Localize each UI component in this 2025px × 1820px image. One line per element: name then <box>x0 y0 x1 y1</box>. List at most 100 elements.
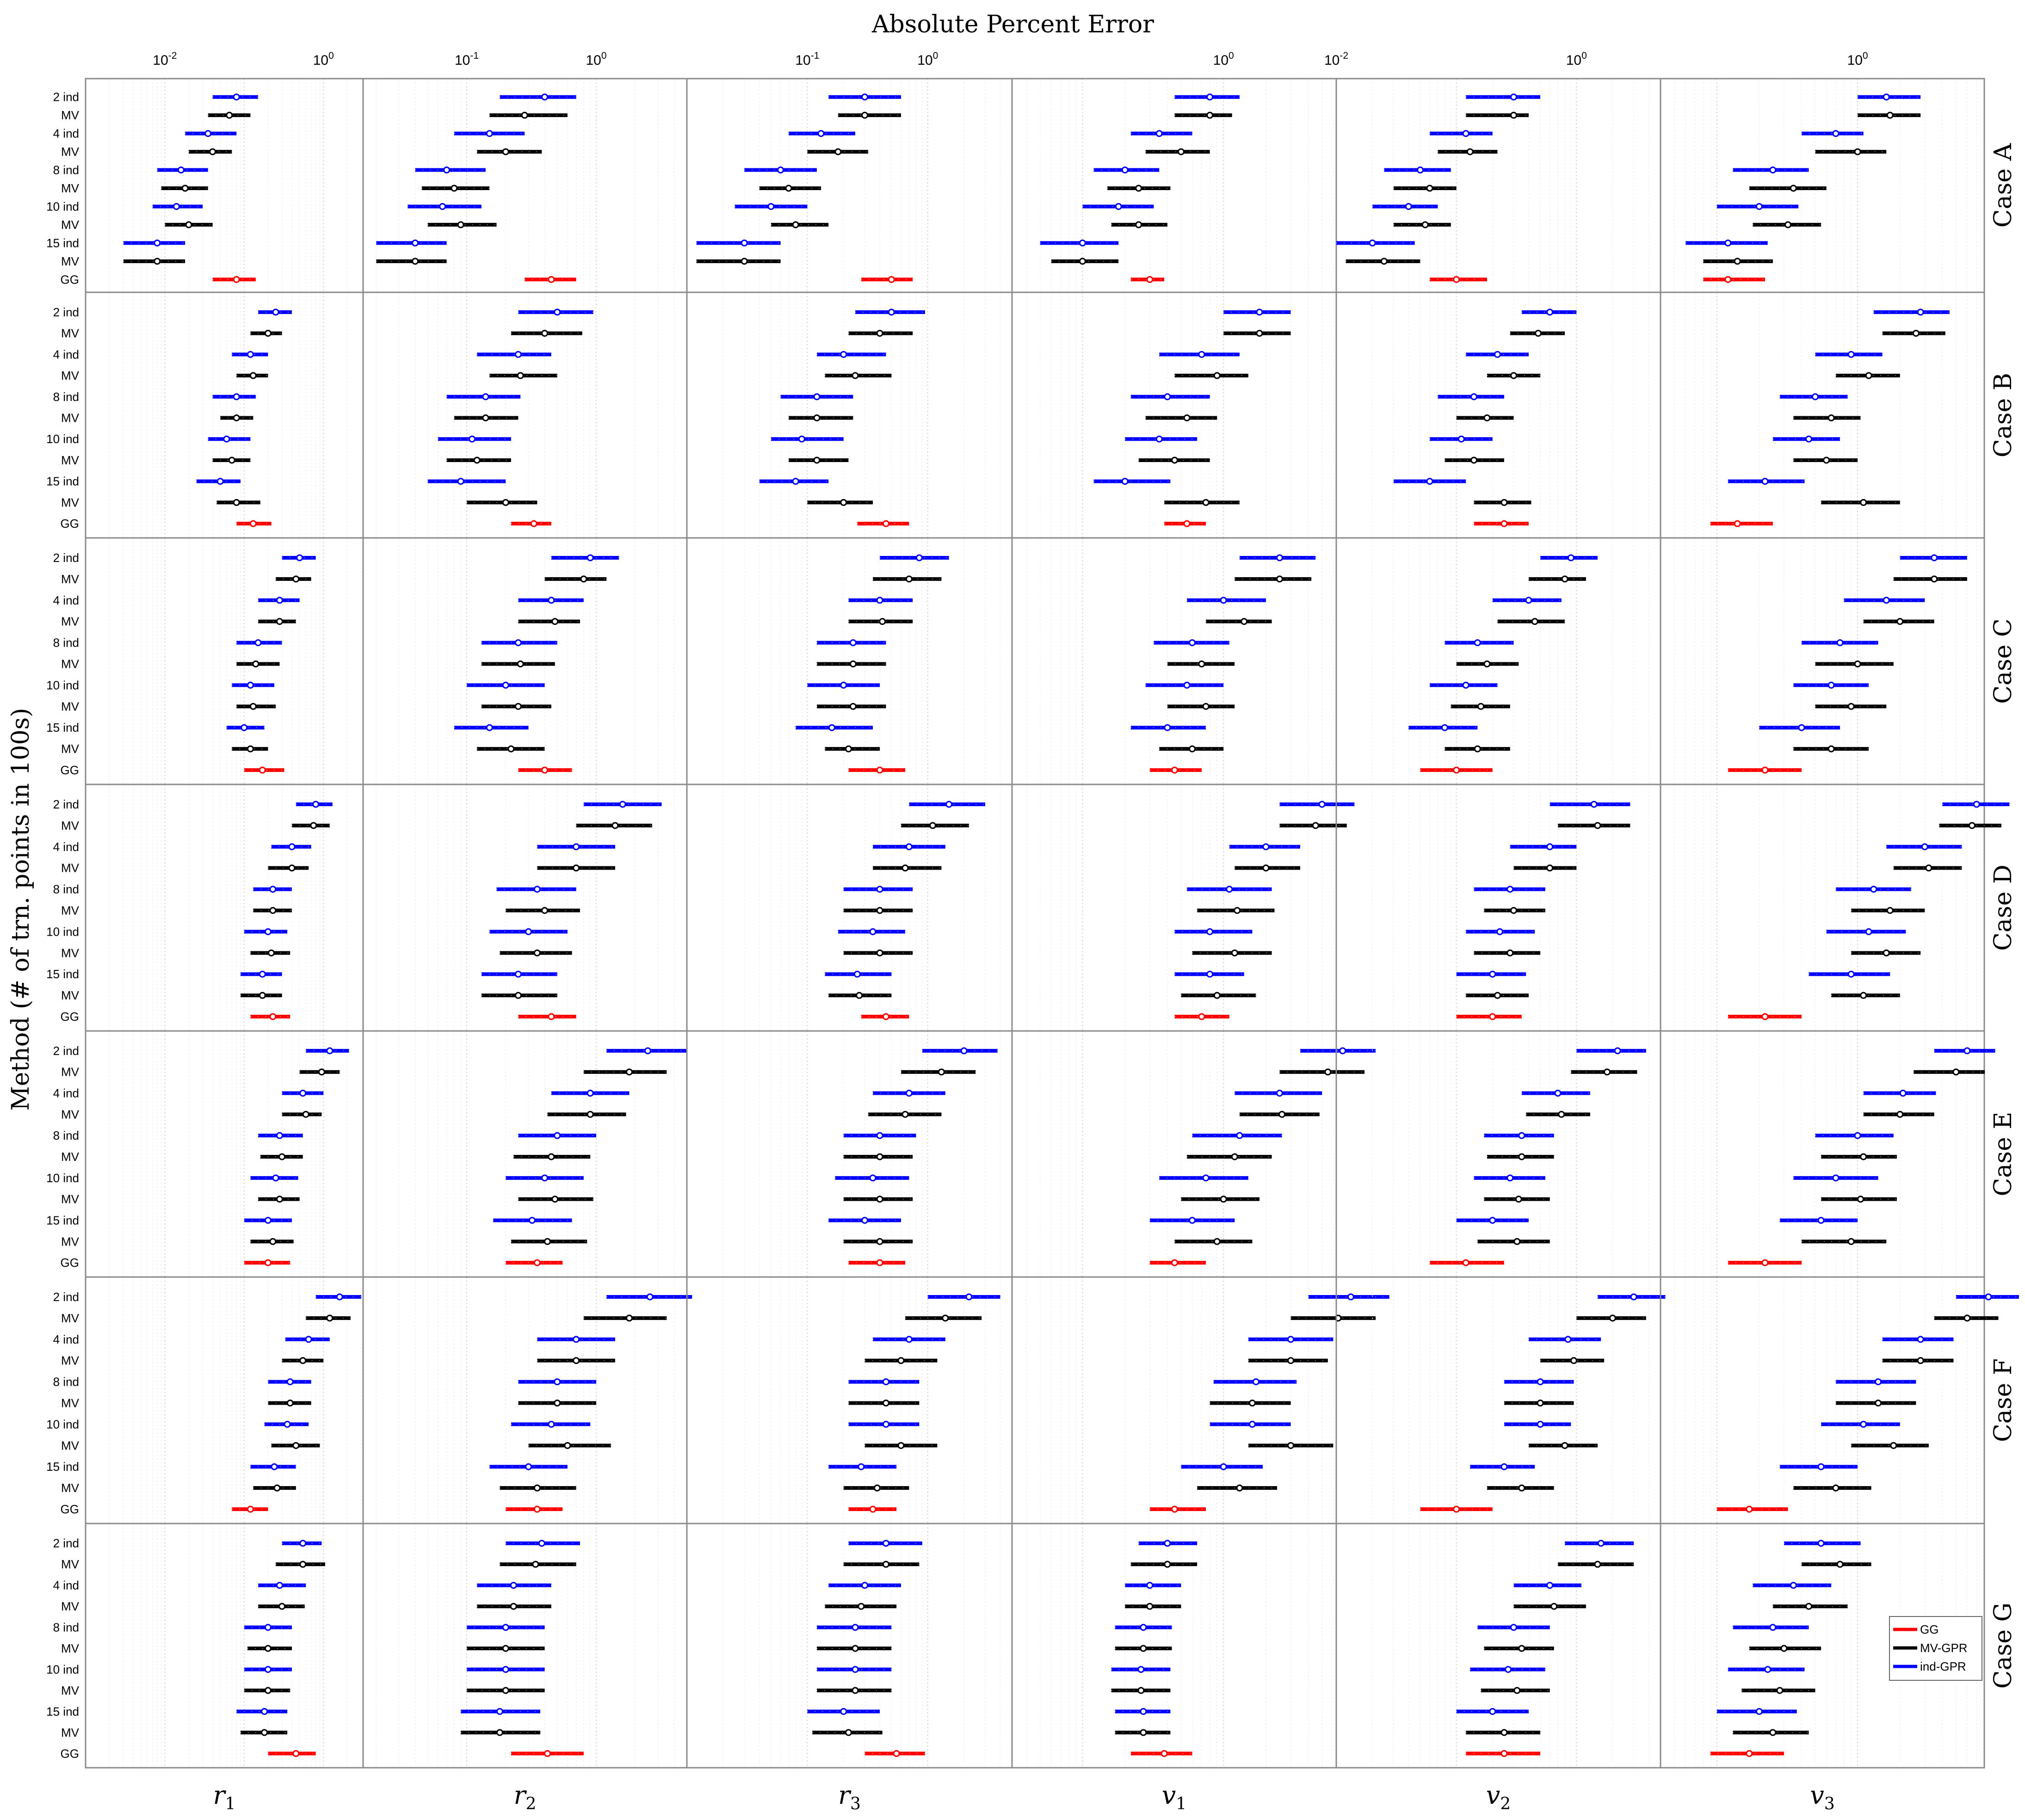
median-marker <box>1421 221 1429 228</box>
panel <box>1011 1276 1389 1524</box>
median-marker <box>1604 1068 1611 1076</box>
median-marker <box>502 148 509 155</box>
x-tick-label: 10-2 <box>1324 50 1348 68</box>
median-marker <box>261 1729 268 1736</box>
median-marker <box>1832 130 1840 137</box>
median-marker <box>259 970 266 978</box>
method-row-label: 4 ind <box>53 1086 79 1100</box>
median-marker <box>185 221 192 228</box>
panel <box>1011 537 1337 785</box>
median-marker <box>852 1687 859 1694</box>
median-marker <box>1594 1561 1601 1568</box>
median-marker <box>1146 1603 1154 1610</box>
median-marker <box>1146 1582 1154 1589</box>
median-marker <box>882 1378 889 1386</box>
median-marker <box>849 703 857 710</box>
median-marker <box>1564 1336 1572 1343</box>
x-tick-label: 100 <box>313 50 334 68</box>
median-marker <box>1206 111 1214 119</box>
median-marker <box>869 928 877 935</box>
median-marker <box>299 1090 307 1097</box>
median-marker <box>1494 351 1501 358</box>
median-marker <box>1761 478 1769 485</box>
panel <box>1660 1276 2019 1524</box>
median-marker <box>554 1378 561 1386</box>
median-marker <box>1518 1484 1525 1492</box>
median-marker <box>548 1153 555 1160</box>
median-marker <box>1213 372 1221 379</box>
x-tick-label: 10-1 <box>795 50 819 68</box>
median-marker <box>1896 618 1904 625</box>
case-label: Case C <box>1989 618 2017 704</box>
median-marker <box>276 1196 284 1203</box>
median-marker <box>1115 203 1122 210</box>
median-marker <box>564 1442 571 1449</box>
median-marker <box>849 660 857 667</box>
median-marker <box>1546 843 1554 851</box>
median-marker <box>1234 907 1241 914</box>
median-marker <box>233 393 240 401</box>
method-row-label: MV <box>61 327 80 340</box>
median-marker <box>1198 660 1205 667</box>
panels-grid: 10-2 100 r1 10-1 100 r2 10-1 100 r3 100 v1 10-2 100 v… <box>46 50 2019 1814</box>
median-marker <box>264 1645 272 1652</box>
legend-entry: MV-GPR <box>1920 1641 1968 1655</box>
median-marker <box>876 1196 883 1203</box>
method-row-label: 2 ind <box>53 1044 79 1058</box>
median-marker <box>264 1216 272 1224</box>
median-marker <box>882 1561 889 1568</box>
median-marker <box>876 1259 883 1266</box>
median-marker <box>1561 575 1568 583</box>
median-marker <box>1896 1111 1904 1118</box>
panel <box>1011 1523 1337 1769</box>
panel <box>686 784 1013 1032</box>
median-marker <box>1769 1624 1777 1631</box>
median-marker <box>1453 1505 1460 1513</box>
median-marker <box>154 239 161 247</box>
method-row-label: 2 ind <box>53 551 79 565</box>
median-marker <box>514 970 522 978</box>
median-marker <box>1614 1047 1621 1055</box>
median-marker <box>1494 992 1501 999</box>
median-marker <box>1630 1293 1637 1301</box>
x-tick-label: 100 <box>1566 50 1587 68</box>
median-marker <box>177 167 185 174</box>
median-marker <box>882 1400 889 1407</box>
median-marker <box>1510 93 1518 101</box>
median-marker <box>1769 1729 1777 1736</box>
panel <box>1011 1030 1376 1278</box>
median-marker <box>292 1442 300 1449</box>
median-marker <box>852 1624 859 1631</box>
method-row-label: 15 ind <box>46 721 79 734</box>
median-marker <box>1865 928 1872 935</box>
median-marker <box>443 167 451 174</box>
median-marker <box>1780 1645 1788 1652</box>
panel-frame <box>85 1276 364 1524</box>
median-marker <box>580 575 587 583</box>
median-marker <box>1171 457 1178 464</box>
median-marker <box>482 393 489 401</box>
median-marker <box>502 1624 509 1631</box>
median-marker <box>1171 1259 1178 1266</box>
median-marker <box>457 478 464 485</box>
median-marker <box>1453 276 1460 283</box>
median-marker <box>286 1400 294 1407</box>
median-marker <box>312 801 320 808</box>
median-marker <box>530 520 537 527</box>
median-marker <box>1776 1687 1784 1694</box>
median-marker <box>905 843 913 851</box>
method-row-label: MV <box>61 615 80 629</box>
median-marker <box>276 618 284 625</box>
median-marker <box>276 1132 284 1139</box>
median-marker <box>1339 1047 1346 1055</box>
method-row-label: MV <box>61 218 80 232</box>
median-marker <box>767 203 775 210</box>
method-row-label: 8 ind <box>53 163 79 177</box>
median-marker <box>502 1645 509 1652</box>
median-marker <box>1513 1687 1521 1694</box>
panel <box>1335 78 1661 293</box>
median-marker <box>1847 351 1855 358</box>
panel-frame <box>85 1030 364 1278</box>
median-marker <box>1189 1216 1196 1224</box>
median-marker <box>544 1750 551 1757</box>
